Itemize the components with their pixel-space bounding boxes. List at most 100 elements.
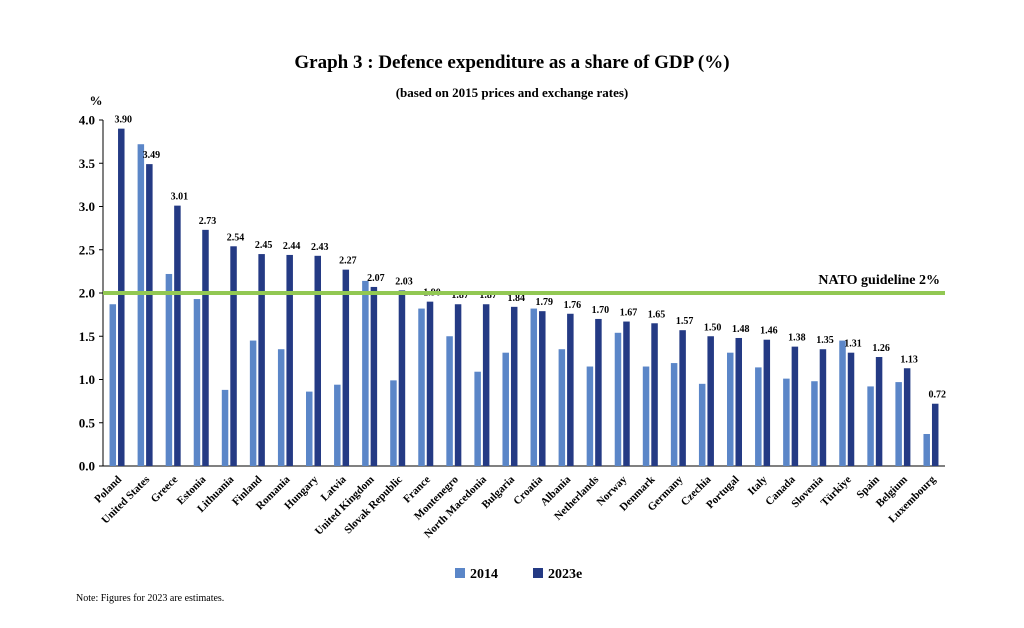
bar-2023e — [370, 286, 378, 466]
y-tick-label: 1.0 — [79, 372, 95, 387]
x-tick-label: Türkiye — [819, 474, 854, 509]
chart-title: Graph 3 : Defence expenditure as a share… — [294, 52, 729, 73]
y-tick-label: 0.5 — [79, 415, 96, 430]
bar-2014 — [306, 391, 313, 466]
data-label-2023e: 1.35 — [816, 335, 834, 346]
data-label-2023e: 3.90 — [115, 115, 133, 126]
bar-2014 — [867, 386, 874, 466]
data-label-2023e: 2.54 — [227, 232, 245, 243]
bar-2023e — [118, 128, 125, 466]
bar-2014 — [502, 352, 509, 466]
bar-2014 — [558, 349, 566, 466]
y-tick-label: 2.0 — [79, 286, 95, 301]
data-label-2023e: 2.73 — [199, 216, 217, 227]
bar-2023e — [482, 304, 490, 466]
bar-2023e — [510, 306, 518, 466]
bar-2014 — [614, 332, 622, 466]
bar-2014 — [923, 433, 930, 466]
data-label-2023e: 1.87 — [479, 290, 497, 301]
bar-2014 — [193, 299, 201, 466]
legend-label-2014: 2014 — [470, 567, 498, 582]
y-tick-label: 1.5 — [79, 329, 96, 344]
bar-2023e — [539, 311, 546, 466]
bar-2014 — [474, 371, 481, 466]
y-tick-label: 2.5 — [79, 242, 96, 257]
bar-2014 — [165, 273, 173, 466]
bar-2014 — [221, 389, 229, 466]
bar-2023e — [875, 357, 883, 466]
bar-2023e — [426, 301, 434, 466]
data-label-2023e: 1.67 — [620, 308, 638, 319]
data-label-2023e: 3.01 — [171, 192, 189, 203]
bar-2014 — [642, 366, 650, 466]
y-axis: 0.0 0.5 1.0 1.5 2.0 2.5 3.0 3.5 4.0 — [79, 113, 945, 474]
data-label-2023e: 2.03 — [395, 276, 413, 287]
data-label-2023e: 1.70 — [592, 305, 610, 316]
nato-guideline: NATO guideline 2% — [103, 273, 945, 295]
bar-2014 — [137, 144, 145, 466]
bar-2023e — [286, 254, 293, 466]
bar-2023e — [707, 336, 714, 466]
bar-2014 — [446, 336, 453, 466]
bar-2014 — [334, 384, 341, 466]
bar-2023e — [146, 164, 153, 467]
y-tick-label: 3.5 — [79, 156, 96, 171]
legend-swatch-2014 — [455, 568, 465, 578]
bar-2014 — [895, 382, 902, 466]
data-label-2023e: 1.79 — [536, 297, 554, 308]
data-label-2023e: 1.48 — [732, 324, 750, 335]
data-label-2023e: 1.87 — [451, 290, 469, 301]
y-tick-label: 0.0 — [79, 459, 95, 474]
bar-2014 — [839, 340, 846, 466]
bar-2023e — [230, 246, 237, 466]
bar-2014 — [362, 280, 369, 466]
guideline-label: NATO guideline 2% — [818, 273, 940, 288]
data-label-2023e: 1.57 — [676, 316, 694, 327]
bar-2023e — [567, 313, 574, 466]
data-label-2023e: 2.27 — [339, 256, 357, 267]
bar-2014 — [530, 308, 538, 466]
bar-2023e — [735, 337, 742, 466]
data-label-2023e: 1.65 — [648, 309, 666, 320]
bar-2023e — [903, 368, 911, 466]
bar-2023e — [314, 255, 321, 466]
bar-2014 — [698, 383, 706, 466]
bar-2023e — [398, 290, 406, 466]
bar-2023e — [258, 254, 265, 466]
data-label-2023e: 2.43 — [311, 242, 329, 253]
bar-2023e — [174, 205, 181, 466]
data-label-2023e: 0.72 — [928, 390, 946, 401]
data-label-2023e: 2.45 — [255, 240, 273, 251]
bar-2023e — [791, 346, 799, 466]
legend-label-2023e: 2023e — [548, 567, 582, 582]
bar-2023e — [623, 321, 630, 466]
data-label-2023e: 1.46 — [760, 326, 778, 337]
bar-series: 3.90 3.49 3.01 2.73 2.54 2.45 2.44 2.43 2.27 2.07… — [109, 115, 946, 467]
bar-2014 — [277, 349, 285, 466]
chart-subtitle: (based on 2015 prices and exchange rates… — [396, 85, 629, 100]
bar-2023e — [454, 304, 462, 466]
bar-2023e — [651, 323, 658, 466]
bar-2014 — [783, 378, 790, 466]
data-label-2023e: 3.49 — [143, 150, 161, 161]
y-tick-label: 4.0 — [79, 113, 95, 128]
bar-2014 — [727, 352, 734, 466]
data-label-2023e: 1.13 — [900, 354, 918, 365]
bar-2014 — [418, 308, 425, 466]
bar-2023e — [595, 318, 602, 466]
data-label-2023e: 1.38 — [788, 333, 806, 344]
bar-2023e — [679, 330, 686, 466]
data-label-2023e: 1.31 — [844, 339, 862, 350]
bar-2023e — [763, 339, 771, 466]
data-label-2023e: 2.07 — [367, 273, 385, 284]
bar-2014 — [390, 380, 397, 466]
x-tick-label: Italy — [746, 473, 770, 497]
bar-2014 — [670, 363, 678, 466]
data-label-2023e: 2.44 — [283, 241, 301, 252]
data-label-2023e: 1.84 — [507, 293, 525, 304]
bar-2014 — [586, 366, 594, 466]
y-tick-label: 3.0 — [79, 199, 95, 214]
y-axis-unit-label: % — [90, 93, 103, 108]
